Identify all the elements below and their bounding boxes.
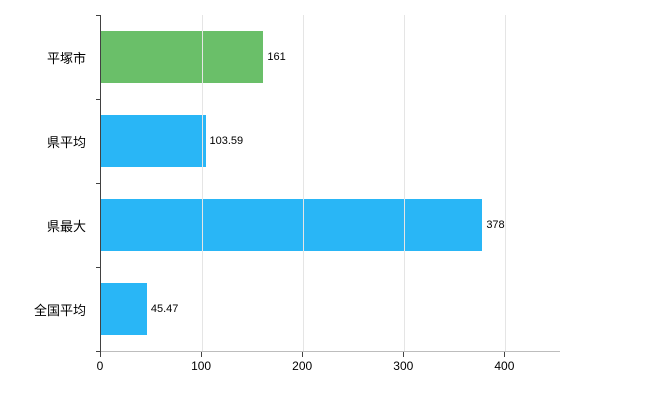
category-label: 県最大: [46, 219, 86, 235]
bar-row: 378: [101, 183, 560, 267]
x-axis-tick-label: 400: [494, 359, 515, 373]
y-axis-tick: [96, 267, 101, 268]
value-label: 378: [486, 219, 505, 231]
y-axis-tick: [96, 351, 101, 352]
bar-row: 45.47: [101, 267, 560, 351]
category-label: 県平均: [46, 134, 86, 150]
x-axis-tick: [201, 352, 203, 357]
bar-県最大: [101, 198, 483, 252]
x-axis-tick: [504, 352, 506, 357]
value-label: 45.47: [150, 303, 179, 315]
x-axis-tick: [403, 352, 405, 357]
y-axis-category-labels: 平塚市県平均県最大全国平均: [0, 15, 92, 352]
bar-rows: 161 103.59 378 45.47: [101, 15, 560, 351]
bar-平塚市: [101, 30, 264, 84]
x-axis-tick: [100, 352, 101, 357]
category-label: 平塚市: [46, 50, 86, 66]
x-axis-tick-label: 200: [292, 359, 313, 373]
bar-全国平均: [101, 282, 147, 336]
x-axis-tick-label: 0: [96, 359, 104, 373]
x-axis-tick-label: 100: [191, 359, 212, 373]
y-axis-tick: [96, 15, 101, 16]
bar-row: 103.59: [101, 99, 560, 183]
x-axis-tick: [302, 352, 304, 357]
value-label: 161: [267, 51, 286, 63]
value-label: 103.59: [209, 135, 244, 147]
gridline: [302, 15, 304, 351]
x-axis-tick-label: 300: [393, 359, 414, 373]
gridline: [201, 15, 203, 351]
category-label: 全国平均: [33, 303, 86, 319]
gridline: [403, 15, 405, 351]
x-axis-ticks: [100, 352, 560, 358]
y-axis-tick: [96, 183, 101, 184]
gridline: [504, 15, 506, 351]
plot-area: 161 103.59 378 45.47: [96, 15, 560, 352]
x-axis-tick-labels: 0 100 200 300 400: [96, 359, 560, 375]
bar-row: 161: [101, 15, 560, 99]
bar-県平均: [101, 114, 206, 168]
y-axis-tick: [96, 99, 101, 100]
